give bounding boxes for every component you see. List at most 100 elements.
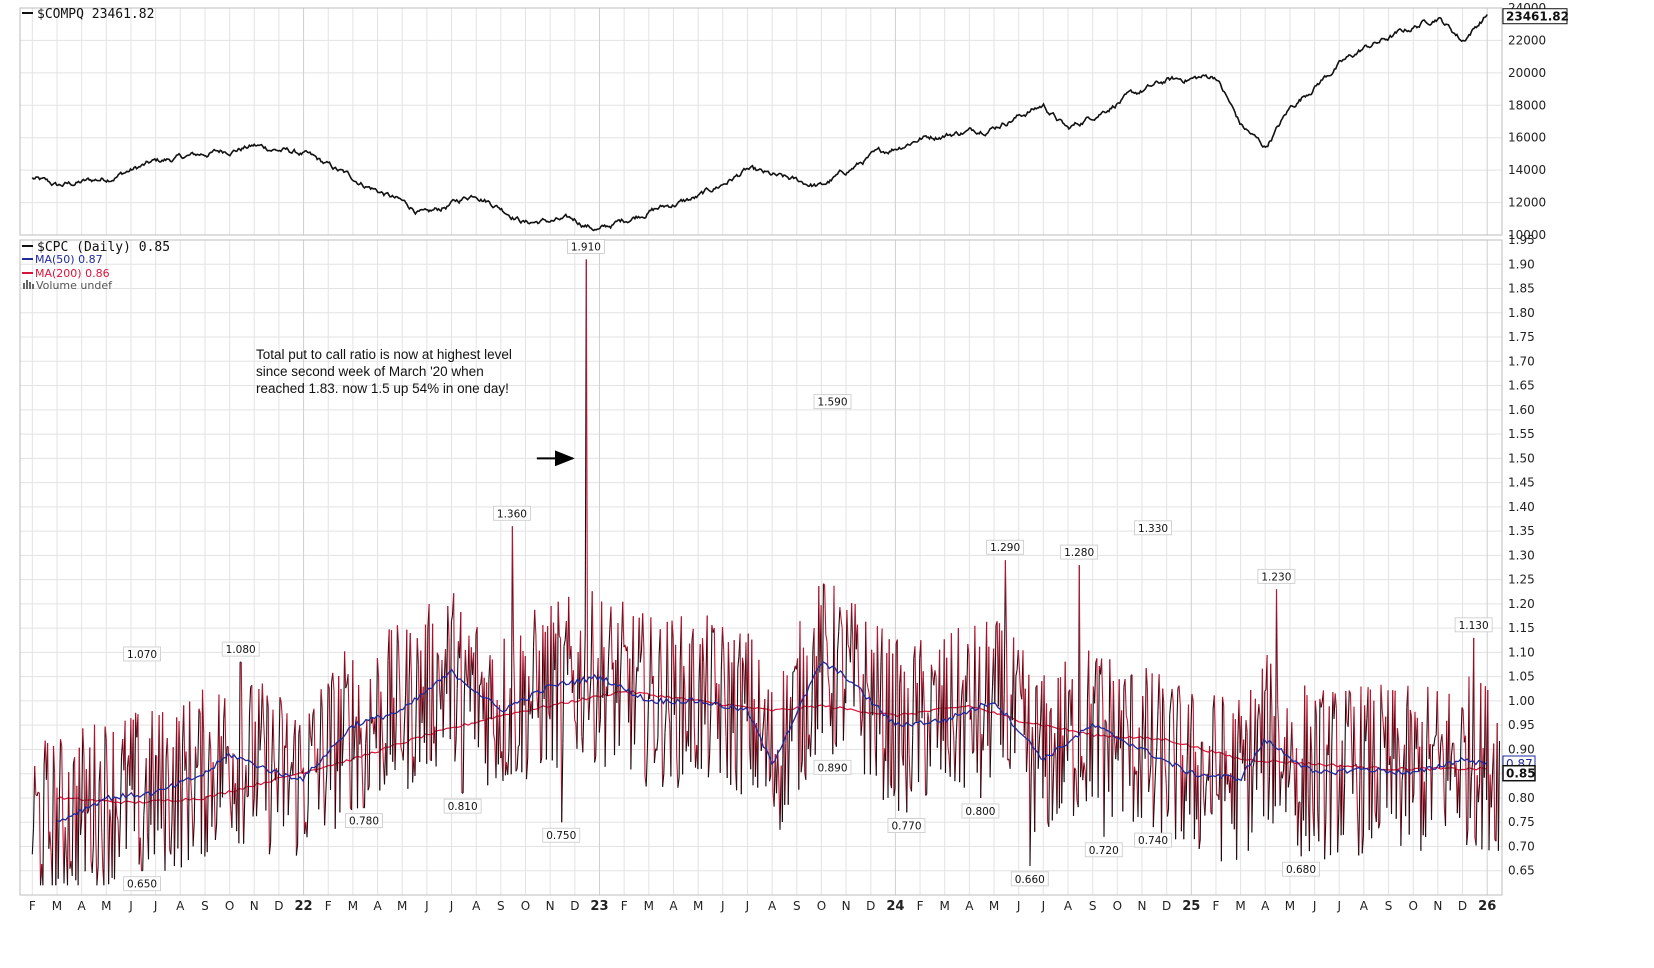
cpc-segment [340, 688, 343, 766]
cpc-segment [947, 746, 950, 756]
cpc-segment [178, 721, 181, 763]
cpc-segment [821, 583, 824, 734]
x-tick-label: M [1235, 899, 1245, 913]
cpc-segment [1421, 721, 1424, 836]
x-tick-label: A [176, 899, 185, 913]
x-tick-label: O [521, 899, 530, 913]
cpc-segment [279, 696, 282, 703]
cpc-segment [358, 685, 361, 745]
cpc-segment [1353, 706, 1356, 766]
cpc-segment [936, 712, 940, 748]
callout-box [221, 641, 260, 657]
cpc-segment [187, 701, 191, 861]
cpc-segment [582, 701, 585, 753]
cpc-segment [259, 728, 262, 751]
callout-box [1282, 861, 1320, 877]
cpc-segment [1461, 707, 1464, 710]
x-tick-label: D [274, 899, 283, 913]
cpc-segment [213, 793, 216, 841]
cpc-segment [690, 640, 693, 762]
cpc-segment [865, 621, 868, 682]
cpc-segment [1075, 769, 1078, 801]
cpc-segment [1401, 768, 1404, 781]
cpc-segment [1111, 680, 1114, 817]
cpc-segment [119, 756, 123, 816]
cpc-segment [1152, 798, 1155, 828]
cpc-segment [332, 672, 335, 691]
cpc-segment [1416, 717, 1420, 772]
x-tick-label: N [250, 899, 259, 913]
cpc-segment [49, 831, 52, 853]
cpc-segment [535, 634, 538, 697]
cpc-segment [1104, 719, 1107, 723]
cpc-segment [1156, 710, 1159, 747]
compq-legend-label: $COMPQ 23461.82 [37, 7, 154, 22]
cpc-segment [1324, 819, 1327, 860]
cpc-segment [474, 634, 477, 740]
cpc-segment [1341, 740, 1344, 835]
cpc-segment [198, 708, 201, 713]
cpc-y-tick-label: 0.75 [1508, 815, 1535, 829]
cpc-segment [586, 677, 590, 721]
cpc-segment [839, 607, 842, 620]
cpc-segment [1490, 774, 1494, 808]
cpc-segment [1267, 776, 1271, 820]
cpc-segment [216, 765, 219, 825]
cpc-segment [1214, 746, 1218, 796]
callout-box [1134, 832, 1172, 848]
cpc-segment [1329, 749, 1333, 856]
cpc-segment [1365, 718, 1368, 742]
cpc-segment [1054, 733, 1057, 760]
cpc-segment [514, 701, 517, 772]
cpc-segment [856, 624, 860, 686]
cpc-segment [307, 713, 310, 804]
cpc-segment [579, 630, 583, 737]
callout-box [813, 394, 852, 410]
cpc-segment [116, 815, 119, 821]
cpc-segment [1325, 744, 1328, 820]
x-tick-label: S [1089, 899, 1097, 913]
ma50-legend-label: MA(50) 0.87 [35, 253, 103, 266]
cpc-segment [1258, 703, 1261, 717]
cpc-segment [52, 745, 56, 774]
cpc-segment [1213, 695, 1217, 747]
x-tick-label: 26 [1478, 899, 1496, 914]
cpc-segment [854, 603, 857, 650]
cpc-segment [151, 711, 154, 773]
cpc-segment [206, 773, 209, 853]
cpc-segment [1211, 708, 1214, 815]
x-tick-label: O [817, 899, 826, 913]
x-tick-label: N [1137, 899, 1146, 913]
x-tick-label: J [745, 899, 750, 913]
cpc-segment [597, 658, 600, 733]
cpc-segment [1034, 687, 1037, 832]
cpc-segment [192, 820, 195, 847]
cpc-segment [211, 762, 214, 827]
cpc-segment [319, 689, 322, 764]
cpc-segment [892, 653, 895, 797]
cpc-segment [232, 753, 235, 805]
cpc-segment [1449, 755, 1452, 791]
cpc-segment [1497, 740, 1501, 851]
cpc-segment [455, 688, 458, 740]
cpc-segment [531, 647, 535, 719]
cpc-segment [1209, 745, 1212, 813]
cpc-segment [1175, 731, 1178, 840]
cpc-y-tick-label: 1.75 [1508, 330, 1535, 344]
cpc-segment [409, 632, 413, 682]
cpc-segment [345, 684, 348, 689]
callout-box [1084, 842, 1123, 858]
cpc-segment [664, 709, 667, 733]
cpc-segment [1014, 676, 1017, 754]
cpc-segment [207, 731, 211, 774]
cpc-segment [200, 689, 204, 854]
cpc-segment [835, 651, 839, 747]
cpc-segment [604, 686, 607, 767]
cpc-segment [318, 763, 321, 810]
cpc-y-tick-label: 1.65 [1508, 379, 1535, 393]
x-tick-label: N [546, 899, 555, 913]
cpc-segment [1009, 694, 1012, 769]
cpc-y-tick-label: 1.15 [1508, 621, 1535, 635]
cpc-segment [900, 664, 903, 755]
x-tick-label: J [1312, 899, 1317, 913]
